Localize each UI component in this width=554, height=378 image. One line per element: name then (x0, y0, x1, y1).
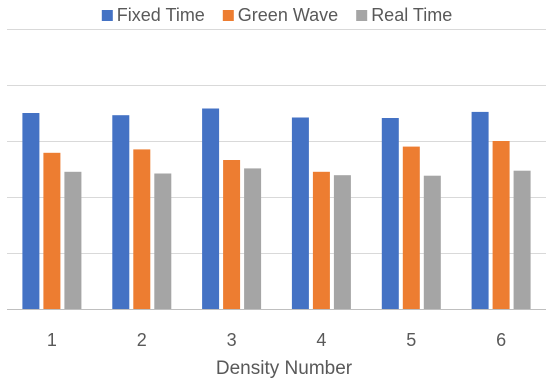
gridlines (7, 29, 546, 310)
bar-real-time-3 (244, 168, 262, 309)
bar-real-time-1 (64, 171, 82, 309)
bar-green-wave-2 (133, 149, 151, 309)
x-tick-labels: 1 2 3 4 5 6 (47, 330, 506, 350)
legend-label-real-time: Real Time (371, 5, 452, 25)
x-axis-title: Density Number (216, 358, 353, 378)
bar-real-time-4 (333, 175, 351, 309)
bar-real-time-5 (423, 175, 441, 309)
bar-green-wave-5 (402, 146, 420, 309)
bar-green-wave-1 (43, 152, 61, 309)
legend-swatch-green-wave (222, 10, 234, 21)
bar-real-time-2 (154, 173, 172, 309)
bar-fixed-time-3 (202, 108, 220, 309)
bar-fixed-time-5 (381, 118, 399, 309)
legend-label-green-wave: Green Wave (238, 5, 338, 25)
x-tick-label: 2 (137, 330, 147, 350)
x-tick-label: 1 (47, 330, 57, 350)
legend: Fixed Time Green Wave Real Time (101, 5, 452, 25)
bar-green-wave-4 (312, 171, 330, 309)
bar-green-wave-6 (492, 141, 510, 309)
legend-swatch-fixed-time (101, 10, 113, 21)
x-tick-label: 3 (227, 330, 237, 350)
bar-fixed-time-6 (471, 111, 489, 310)
legend-swatch-real-time (356, 10, 368, 21)
bar-fixed-time-1 (22, 113, 40, 309)
bar-real-time-6 (513, 170, 531, 309)
x-tick-label: 6 (496, 330, 506, 350)
bars-group (22, 108, 531, 310)
x-tick-label: 4 (316, 330, 326, 350)
bar-fixed-time-4 (291, 117, 309, 309)
bar-fixed-time-2 (112, 115, 130, 309)
legend-label-fixed-time: Fixed Time (117, 5, 205, 25)
x-tick-label: 5 (406, 330, 416, 350)
bar-green-wave-3 (223, 160, 241, 309)
